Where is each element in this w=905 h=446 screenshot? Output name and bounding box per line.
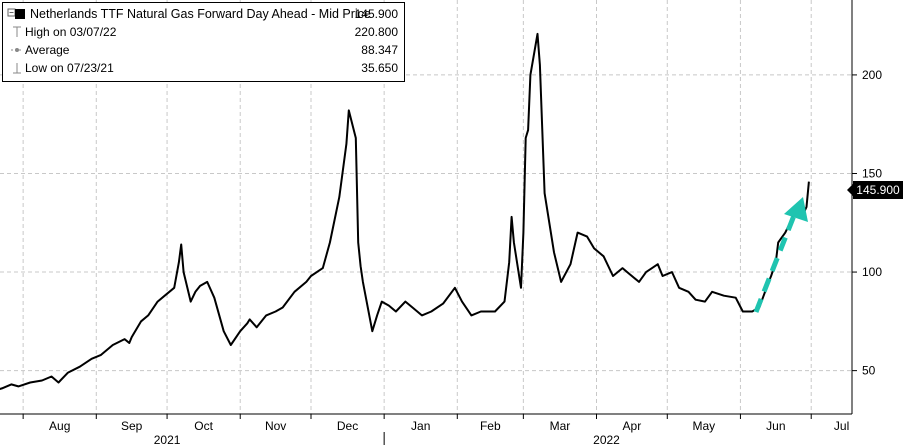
x-tick-label: Apr <box>623 419 642 433</box>
high-marker-icon <box>7 23 21 41</box>
y-tick-label: 150 <box>862 166 882 180</box>
legend-high-label: High on 03/07/22 <box>25 25 117 39</box>
trend-arrow <box>753 197 808 313</box>
x-tick-label: Nov <box>265 419 286 433</box>
last-price-tag-pointer <box>847 184 853 196</box>
year-label: 2021 <box>154 433 181 446</box>
legend-average-label: Average <box>25 43 70 57</box>
year-label: 2022 <box>593 433 620 446</box>
x-tick-label: Jun <box>766 419 785 433</box>
y-tick-label: 200 <box>862 68 882 82</box>
legend-low-value: 35.650 <box>361 61 398 75</box>
y-tick-label: 50 <box>862 364 876 378</box>
x-tick-label: Jul <box>834 419 849 433</box>
legend-row-high: High on 03/07/22 220.800 <box>3 23 404 41</box>
x-tick-label: May <box>693 419 716 433</box>
legend-row-low: Low on 07/23/21 35.650 <box>3 59 404 77</box>
x-axis: Aug Sep Oct Nov Dec Jan Feb Mar Apr May Jun Jul 2021… <box>0 413 852 446</box>
legend-low-label: Low on 07/23/21 <box>25 61 114 75</box>
average-marker-icon <box>7 41 23 59</box>
legend-box: Netherlands TTF Natural Gas Forward Day … <box>2 2 405 82</box>
x-tick-label: Aug <box>49 419 70 433</box>
last-price-tag: 145.900 <box>853 181 903 199</box>
legend-series-row[interactable]: Netherlands TTF Natural Gas Forward Day … <box>3 5 404 23</box>
price-series-line <box>0 32 810 390</box>
legend-average-value: 88.347 <box>361 43 398 57</box>
series-color-square-icon <box>15 9 25 19</box>
legend-row-average: Average 88.347 <box>3 41 404 59</box>
x-tick-label: Oct <box>194 419 213 433</box>
trend-arrow-shaft <box>753 212 798 313</box>
low-marker-icon <box>7 59 21 77</box>
x-tick-label: Jan <box>411 419 430 433</box>
legend-last-value: 145.900 <box>354 7 398 21</box>
x-tick-label: Mar <box>550 419 571 433</box>
y-tick-label: 100 <box>862 265 882 279</box>
y-axis: 50 100 150 200 <box>851 0 882 414</box>
x-tick-label: Feb <box>480 419 501 433</box>
legend-high-value: 220.800 <box>354 25 398 39</box>
trend-arrow-head <box>784 197 808 222</box>
x-tick-label: Sep <box>121 419 143 433</box>
legend-series-title: Netherlands TTF Natural Gas Forward Day … <box>30 7 371 21</box>
x-tick-label: Dec <box>337 419 358 433</box>
